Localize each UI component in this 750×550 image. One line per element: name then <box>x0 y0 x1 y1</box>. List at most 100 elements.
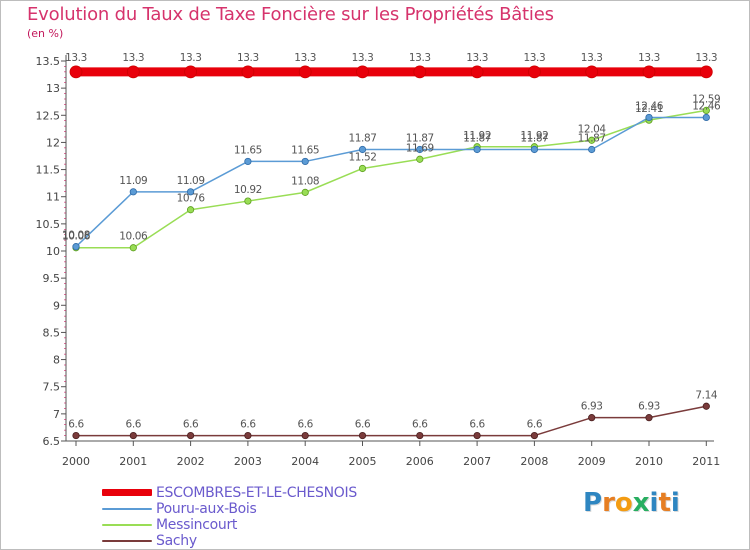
data-point <box>187 431 195 440</box>
data-point <box>244 197 252 205</box>
data-point <box>126 65 140 79</box>
y-tick-label: 7 <box>53 408 60 421</box>
data-point <box>129 431 137 440</box>
legend-label: Pouru-aux-Bois <box>156 501 257 517</box>
x-tick-label: 2001 <box>119 455 147 468</box>
data-label: 13.3 <box>409 52 431 64</box>
data-point <box>530 145 539 154</box>
data-point <box>702 113 710 122</box>
data-label: 13.3 <box>524 52 546 64</box>
series-points <box>69 65 713 440</box>
data-label: 12.46 <box>692 100 721 112</box>
data-point <box>473 145 481 154</box>
data-label: 13.3 <box>237 52 259 64</box>
data-point <box>301 157 309 166</box>
data-label: 11.65 <box>291 144 319 156</box>
y-axis-ticks: 6.5 7 7.5 8 8.5 9 9.5 10 10.5 11 11.5 12 12.5 13 13.5 <box>36 55 66 448</box>
data-label: 11.87 <box>348 132 376 144</box>
data-label: 11.09 <box>177 175 205 187</box>
data-label: 6.6 <box>412 419 428 431</box>
data-point <box>184 65 198 79</box>
data-label: 6.93 <box>638 401 660 413</box>
data-point <box>356 65 369 79</box>
y-tick-label: 9.5 <box>43 272 61 285</box>
data-point <box>702 106 710 115</box>
data-label: 10.06 <box>62 231 91 243</box>
data-label: 11.65 <box>234 144 262 156</box>
data-point <box>645 414 653 422</box>
data-point <box>528 65 541 79</box>
legend-swatch <box>102 508 152 510</box>
x-axis-ticks: 2000 2001 2002 2003 2004 2005 2006 2007 2008 2009… <box>62 441 720 468</box>
data-label: 12.46 <box>635 100 664 112</box>
data-point <box>473 431 481 440</box>
data-label: 11.69 <box>406 142 434 154</box>
x-tick-label: 2005 <box>349 455 377 468</box>
y-tick-label: 12 <box>46 136 60 149</box>
x-tick-label: 2011 <box>692 455 720 468</box>
data-label: 13.3 <box>695 52 717 64</box>
data-point <box>416 145 424 154</box>
data-point <box>585 65 599 79</box>
x-tick-label: 2004 <box>291 455 319 468</box>
series-lines <box>71 67 711 437</box>
data-label: 13.3 <box>294 52 316 64</box>
series-line-sachy <box>75 405 708 437</box>
data-label: 11.87 <box>520 132 548 144</box>
data-point <box>69 65 83 79</box>
data-label: 6.6 <box>527 419 543 431</box>
logo-letter: r <box>602 488 615 518</box>
logo-letter: o <box>614 488 633 518</box>
data-label: 11.52 <box>348 151 376 163</box>
y-tick-label: 12.5 <box>36 109 61 122</box>
data-label: 6.6 <box>68 419 84 431</box>
data-point <box>358 145 367 154</box>
data-point <box>244 157 252 166</box>
data-label: 13.3 <box>638 52 660 64</box>
data-point <box>416 155 424 163</box>
data-label: 6.6 <box>469 419 485 431</box>
data-point <box>470 65 484 79</box>
chart-title: Evolution du Taux de Taxe Foncière sur l… <box>27 4 554 25</box>
data-point <box>358 431 367 440</box>
data-label: 11.92 <box>463 130 491 142</box>
x-tick-label: 2000 <box>62 455 90 468</box>
data-label: 7.14 <box>695 389 717 401</box>
y-tick-label: 9 <box>53 299 60 312</box>
x-tick-label: 2008 <box>520 455 548 468</box>
data-point <box>129 244 137 252</box>
data-label: 13.3 <box>122 52 144 64</box>
data-point <box>301 188 309 196</box>
data-label: 11.08 <box>291 175 319 187</box>
y-tick-label: 13.5 <box>36 55 61 68</box>
series-line-messincourt <box>75 109 708 249</box>
x-tick-label: 2010 <box>635 455 663 468</box>
y-tick-label: 10.5 <box>36 218 61 231</box>
y-tick-label: 6.5 <box>43 435 61 448</box>
data-label: 10.08 <box>62 230 90 242</box>
data-point <box>358 164 367 173</box>
data-label: 12.04 <box>578 123 607 135</box>
data-point <box>187 206 195 214</box>
y-tick-label: 11.5 <box>36 164 61 177</box>
legend-label: Messincourt <box>156 517 238 533</box>
data-label: 11.87 <box>406 132 434 144</box>
data-point <box>241 65 255 79</box>
series-line-pouru-aux-bois <box>75 116 708 248</box>
y-tick-label: 13 <box>46 82 60 95</box>
y-tick-label: 10 <box>46 245 60 258</box>
x-tick-label: 2007 <box>463 455 491 468</box>
data-point <box>413 65 427 79</box>
legend-label: ESCOMBRES-ET-LE-CHESNOIS <box>156 485 357 501</box>
data-label: 13.3 <box>581 52 603 64</box>
legend-swatch <box>102 540 152 542</box>
data-point <box>129 188 137 196</box>
unit-label: (en %) <box>27 27 64 40</box>
data-point <box>588 414 596 422</box>
data-label: 11.87 <box>463 132 491 144</box>
axes <box>64 55 714 442</box>
y-tick-label: 8 <box>53 354 60 367</box>
data-label: 13.3 <box>466 52 488 64</box>
